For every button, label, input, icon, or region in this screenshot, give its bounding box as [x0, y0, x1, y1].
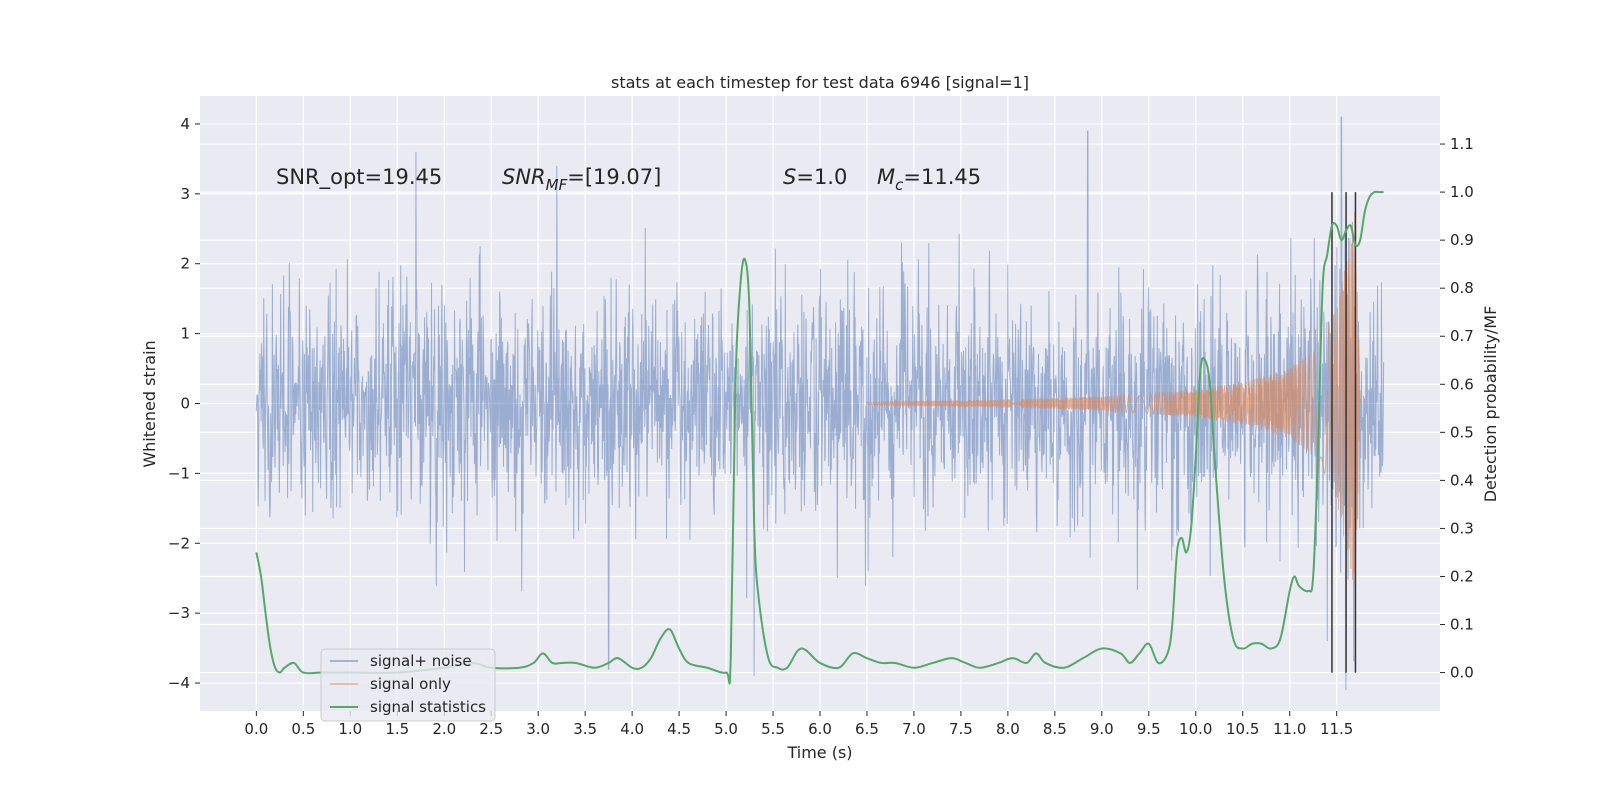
- x-tick-label: 6.5: [855, 720, 879, 738]
- legend-label-signal-only: signal only: [370, 675, 451, 693]
- snr-mf-sub: MF: [546, 176, 568, 194]
- y-right-tick-label: 0.1: [1450, 616, 1474, 634]
- y-axis-ticks: 4 3 2 1 0 −1 −2 −3 −4: [168, 115, 200, 692]
- y-tick-label: 2: [180, 255, 190, 273]
- y-right-tick-label: 0.3: [1450, 519, 1474, 537]
- annotation-mc: Mc=11.45: [877, 165, 981, 194]
- s-var: S: [783, 165, 796, 189]
- y-tick-label: −1: [168, 464, 190, 482]
- y-tick-label: 4: [180, 115, 190, 133]
- y-right-tick-label: 0.7: [1450, 327, 1474, 345]
- x-tick-label: 10.0: [1179, 720, 1212, 738]
- x-tick-label: 8.5: [1043, 720, 1067, 738]
- mc-value: =11.45: [903, 165, 981, 189]
- x-tick-label: 7.0: [902, 720, 926, 738]
- annotation-s: S=1.0: [783, 165, 847, 189]
- annotation-snr-mf: SNRMF=[19.07]: [502, 165, 661, 194]
- x-tick-label: 6.0: [808, 720, 832, 738]
- x-axis-label: Time (s): [786, 743, 852, 762]
- series-signal-only: [866, 212, 1361, 585]
- y-right-tick-label: 0.9: [1450, 231, 1474, 249]
- x-tick-label: 11.5: [1320, 720, 1353, 738]
- series-signal-statistics: [255, 190, 1384, 685]
- x-tick-label: 1.5: [385, 720, 409, 738]
- y-right-tick-label: 0.0: [1450, 664, 1474, 682]
- x-tick-label: 0.5: [291, 720, 315, 738]
- x-tick-label: 8.0: [996, 720, 1020, 738]
- x-tick-label: 10.5: [1226, 720, 1259, 738]
- legend: signal+ noise signal only signal statist…: [320, 648, 496, 722]
- annotation-snr-opt: SNR_opt=19.45: [276, 165, 442, 190]
- mc-var: M: [877, 165, 895, 189]
- legend-label-signal-statistics: signal statistics: [370, 698, 486, 716]
- x-tick-label: 2.0: [432, 720, 456, 738]
- x-tick-label: 1.0: [338, 720, 362, 738]
- marker-lines: [1331, 192, 1357, 673]
- x-tick-label: 9.0: [1090, 720, 1114, 738]
- y-tick-label: −3: [168, 604, 190, 622]
- x-tick-label: 0.0: [244, 720, 268, 738]
- mc-sub: c: [895, 176, 904, 194]
- x-tick-label: 4.0: [620, 720, 644, 738]
- snr-mf-value: =[19.07]: [567, 165, 661, 189]
- x-tick-label: 4.5: [667, 720, 691, 738]
- legend-box: [320, 648, 496, 722]
- x-tick-label: 7.5: [949, 720, 973, 738]
- y-right-tick-label: 1.0: [1450, 183, 1474, 201]
- y-right-tick-label: 0.4: [1450, 471, 1474, 489]
- x-tick-label: 5.0: [714, 720, 738, 738]
- s-value: =1.0: [796, 165, 847, 189]
- x-tick-label: 2.5: [479, 720, 503, 738]
- snr-mf-base: SNR: [502, 165, 546, 189]
- y-axis-label: Whitened strain: [140, 340, 159, 467]
- x-tick-label: 3.0: [526, 720, 550, 738]
- y-right-tick-label: 0.6: [1450, 375, 1474, 393]
- legend-label-signal-noise: signal+ noise: [370, 652, 472, 670]
- y-right-axis-ticks: 1.1 1.0 0.9 0.8 0.7 0.6 0.5 0.4 0.3 0.2 0.1 0.0: [1440, 135, 1474, 682]
- y-right-tick-label: 0.8: [1450, 279, 1474, 297]
- y-right-tick-label: 0.2: [1450, 567, 1474, 585]
- x-axis-ticks: 0.0 0.5 1.0 1.5 2.0 2.5 3.0 3.5 4.0 4.5 5.0 5.5 6.0 6…: [244, 711, 1353, 738]
- x-tick-label: 5.5: [761, 720, 785, 738]
- x-tick-label: 9.5: [1137, 720, 1161, 738]
- y-tick-label: 0: [180, 395, 190, 413]
- y-right-tick-label: 1.1: [1450, 135, 1474, 153]
- y-tick-label: 1: [180, 325, 190, 343]
- chart-title: stats at each timestep for test data 694…: [611, 73, 1029, 92]
- y-tick-label: 3: [180, 185, 190, 203]
- y-tick-label: −2: [168, 534, 190, 552]
- x-tick-label: 11.0: [1273, 720, 1306, 738]
- y-right-axis-label: Detection probability/MF: [1481, 306, 1500, 503]
- x-tick-label: 3.5: [573, 720, 597, 738]
- y-tick-label: −4: [168, 674, 190, 692]
- y-right-tick-label: 0.5: [1450, 423, 1474, 441]
